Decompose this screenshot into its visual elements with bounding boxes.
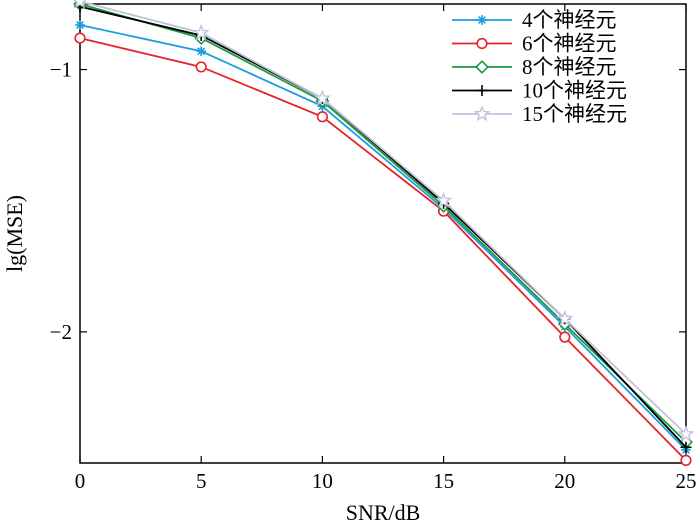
x-tick-label: 10 bbox=[312, 469, 333, 493]
series-marker bbox=[74, 32, 86, 44]
legend-item: 15个神经元 bbox=[452, 102, 627, 126]
series-marker bbox=[196, 46, 206, 57]
legend-item: 10个神经元 bbox=[452, 79, 627, 103]
series-line-group bbox=[73, 0, 695, 442]
legend-label: 15个神经元 bbox=[522, 102, 627, 126]
series-marker bbox=[316, 111, 329, 123]
x-axis-title: SNR/dB bbox=[346, 500, 421, 525]
plot-area-frame bbox=[79, 3, 687, 464]
series-marker bbox=[192, 23, 210, 41]
series-line bbox=[79, 24, 687, 451]
series-marker bbox=[473, 105, 491, 122]
series-line bbox=[79, 3, 687, 443]
series-marker bbox=[475, 60, 489, 74]
x-tick-label: 25 bbox=[676, 469, 697, 493]
series-marker bbox=[313, 89, 331, 106]
legend-label: 4个神经元 bbox=[522, 8, 617, 32]
series-marker bbox=[195, 61, 207, 73]
series-marker bbox=[680, 454, 692, 466]
series-marker bbox=[476, 85, 488, 96]
axis-ticks: 0 5 10 15 20 25 −2 −1 bbox=[50, 4, 697, 493]
series-line bbox=[79, 5, 687, 448]
series-marker bbox=[435, 191, 453, 208]
series-line bbox=[79, 37, 687, 462]
series-marker bbox=[73, 0, 87, 9]
x-tick-label: 0 bbox=[75, 469, 86, 493]
x-tick-label: 20 bbox=[554, 469, 575, 493]
legend-label: 6个神经元 bbox=[522, 32, 617, 56]
series-marker bbox=[477, 15, 487, 25]
legend-item: 8个神经元 bbox=[452, 55, 617, 79]
y-axis-title: lg(MSE) bbox=[2, 195, 27, 272]
series-line-group bbox=[74, 32, 692, 466]
series-marker bbox=[556, 309, 574, 326]
y-tick-label: −1 bbox=[50, 58, 72, 82]
series-marker bbox=[680, 441, 692, 453]
series-marker bbox=[677, 425, 695, 442]
series-line bbox=[79, 0, 687, 435]
series-layer bbox=[73, 0, 695, 466]
series-marker bbox=[559, 331, 571, 343]
x-tick-label: 15 bbox=[433, 469, 454, 493]
series-marker bbox=[476, 37, 488, 50]
legend-item: 4个神经元 bbox=[452, 8, 617, 32]
legend-label: 10个神经元 bbox=[522, 79, 627, 103]
legend-item: 6个神经元 bbox=[452, 32, 617, 56]
series-marker bbox=[75, 20, 85, 30]
x-tick-label: 5 bbox=[196, 469, 207, 493]
y-tick-label: −2 bbox=[50, 320, 72, 344]
legend-label: 8个神经元 bbox=[522, 55, 617, 79]
